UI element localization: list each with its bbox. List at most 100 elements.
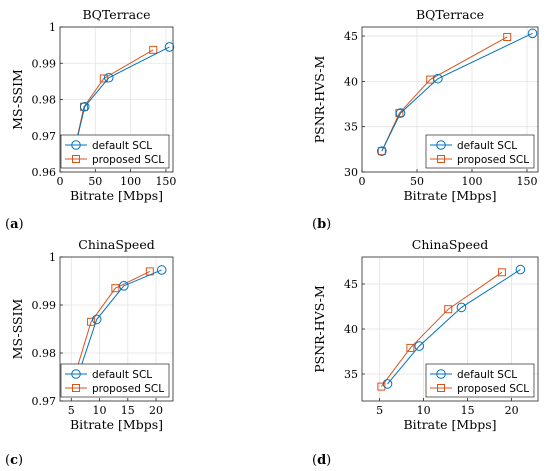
chart-panel-b: 0 50 100 150 30 35 40 45 BQTerrace Bitrate [Mbps]… <box>312 7 539 232</box>
x-tick-label: 100 <box>462 175 483 188</box>
panel-label: (d) <box>312 453 331 468</box>
panel-label: (b) <box>312 217 331 232</box>
series-line-default <box>72 46 170 158</box>
axes-box <box>361 26 539 173</box>
y-tick-label: 45 <box>344 30 358 43</box>
x-axis-label: Bitrate [Mbps] <box>70 188 163 203</box>
data-point-default <box>164 42 175 52</box>
x-tick-label: 20 <box>149 404 163 417</box>
legend-marker-square <box>72 384 80 392</box>
data-point-default <box>527 28 538 39</box>
series-line-default <box>387 269 521 385</box>
data-point-default <box>377 146 387 156</box>
legend-label: proposed SCL <box>92 154 164 166</box>
legend-label: default SCL <box>92 369 152 381</box>
data-point-proposed <box>87 317 96 326</box>
data-point-proposed <box>444 305 453 314</box>
data-point-default <box>91 314 102 325</box>
data-point-default <box>382 379 393 389</box>
series-line-proposed <box>71 270 151 384</box>
series-line-proposed <box>380 271 503 387</box>
legend-marker-circle <box>71 140 81 150</box>
legend-marker-circle <box>71 369 81 379</box>
y-tick-label: 35 <box>344 368 358 381</box>
series-line-default <box>381 32 533 152</box>
series-line-default <box>75 269 162 381</box>
y-axis-label: PSNR-HVS-M <box>312 56 327 144</box>
data-point-default <box>515 264 526 275</box>
y-axis-label: MS-SSIM <box>10 69 25 130</box>
x-tick-label: 50 <box>410 175 424 188</box>
data-point-default <box>79 101 90 112</box>
legend-marker-circle <box>436 369 446 379</box>
legend-label: default SCL <box>457 140 517 152</box>
chart-title: ChinaSpeed <box>412 237 488 252</box>
x-tick-label: 50 <box>88 175 102 188</box>
y-axis-label: PSNR-HVS-M <box>312 285 327 373</box>
panel-label-part: ( <box>5 453 10 468</box>
panel-label-part: ( <box>312 217 317 232</box>
x-tick-label: 0 <box>57 175 64 188</box>
data-point-proposed <box>99 74 108 83</box>
panel-label-part: ) <box>18 453 23 468</box>
y-axis-label: MS-SSIM <box>10 298 25 359</box>
y-tick-label: 0.98 <box>32 94 57 107</box>
chart-title: ChinaSpeed <box>78 237 154 252</box>
y-tick-label: 45 <box>344 278 358 291</box>
data-point-default <box>103 72 114 83</box>
legend-label: default SCL <box>92 140 152 152</box>
x-axis-label: Bitrate [Mbps] <box>70 417 163 432</box>
legend-box <box>60 363 170 398</box>
data-point-proposed <box>406 343 415 352</box>
y-tick-label: 0.97 <box>32 395 57 408</box>
y-tick-label: 30 <box>344 166 358 179</box>
x-tick-label: 10 <box>417 404 431 417</box>
y-tick-label: 0.99 <box>32 299 57 312</box>
data-point-proposed <box>497 268 506 277</box>
legend: default SCL proposed SCL <box>425 363 535 398</box>
y-tick-label: 0.97 <box>32 130 57 143</box>
panel-label-part: ( <box>312 453 317 468</box>
panel-label-part: b <box>317 217 326 232</box>
panel-label-part: ) <box>326 453 331 468</box>
chart-panel-c: 5 10 15 20 0.97 0.98 0.99 1 ChinaSpeed Bitrate [M… <box>5 237 174 468</box>
panel-label-part: a <box>10 217 19 232</box>
x-tick-label: 100 <box>120 175 141 188</box>
chart-panel-a: 0 50 100 150 0.96 0.97 0.98 0.99 1 BQTerrace Bitra… <box>5 7 176 232</box>
panel-label-part: c <box>10 453 18 468</box>
x-tick-label: 10 <box>93 404 107 417</box>
x-axis-label: Bitrate [Mbps] <box>404 188 497 203</box>
axes-box <box>59 256 174 402</box>
data-point-default <box>433 73 443 84</box>
legend-label: proposed SCL <box>457 154 529 166</box>
y-tick-label: 0.99 <box>32 57 57 70</box>
panel-label-part: ) <box>19 217 24 232</box>
panel-label: (a) <box>5 217 24 232</box>
y-tick-label: 40 <box>344 323 358 336</box>
y-tick-label: 0.96 <box>32 166 57 179</box>
y-tick-label: 40 <box>344 75 358 88</box>
y-tick-label: 0.98 <box>32 347 57 360</box>
panel-label-part: ( <box>5 217 10 232</box>
legend: default SCL proposed SCL <box>60 134 170 169</box>
panel-label-part: d <box>317 453 326 468</box>
legend-marker-square <box>437 155 445 163</box>
data-point-proposed <box>149 45 158 54</box>
data-point-default <box>456 302 467 313</box>
legend-label: proposed SCL <box>457 383 529 395</box>
chart-title: BQTerrace <box>83 7 151 22</box>
legend-label: proposed SCL <box>92 383 164 395</box>
data-point-proposed <box>503 32 512 41</box>
y-tick-label: 1 <box>49 251 56 264</box>
x-tick-label: 15 <box>461 404 475 417</box>
data-point-default <box>395 108 406 118</box>
x-tick-label: 0 <box>359 175 366 188</box>
x-axis-label: Bitrate [Mbps] <box>404 417 497 432</box>
x-tick-label: 5 <box>68 404 75 417</box>
legend-marker-square <box>72 155 80 163</box>
y-tick-label: 1 <box>49 21 56 34</box>
legend: default SCL proposed SCL <box>425 134 535 169</box>
legend-marker-square <box>437 384 445 392</box>
x-tick-label: 150 <box>517 175 538 188</box>
